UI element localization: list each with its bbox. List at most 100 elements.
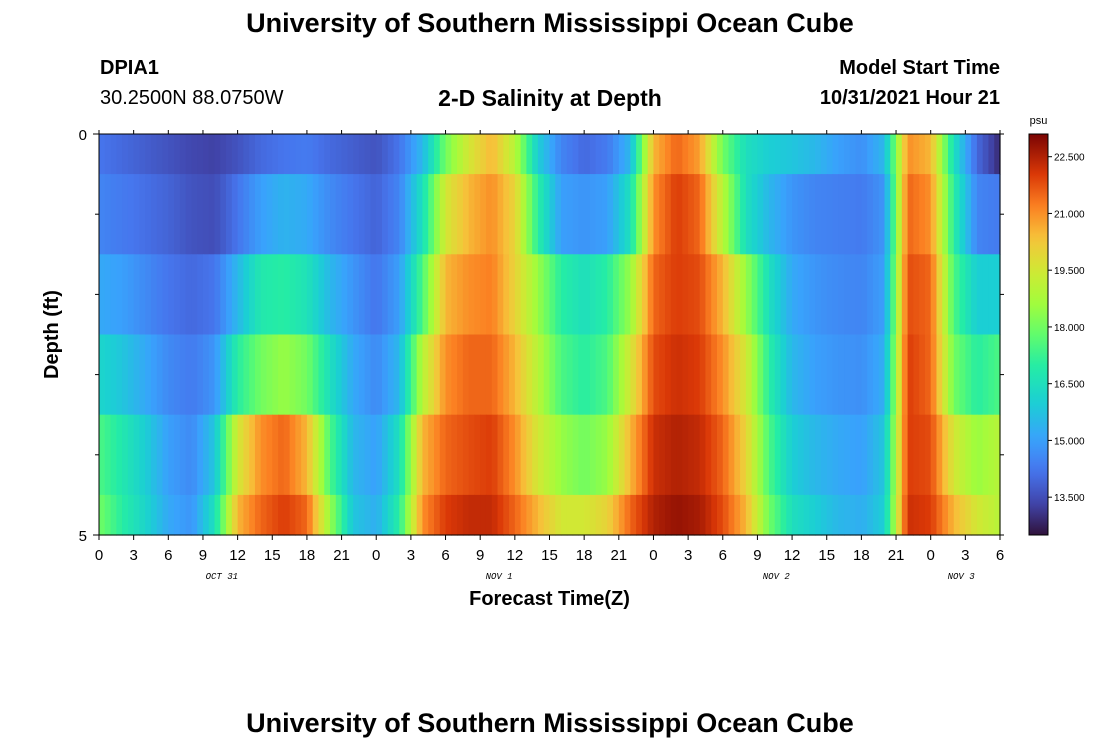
heatmap-cell <box>208 134 216 175</box>
heatmap-cell <box>127 174 135 255</box>
heatmap-cell <box>133 414 141 496</box>
heatmap-cell <box>457 174 464 255</box>
heatmap-cell <box>896 254 903 336</box>
heatmap-cell <box>792 254 799 336</box>
heatmap-cell <box>480 414 487 496</box>
heatmap-cell <box>919 494 926 536</box>
heatmap-cell <box>543 414 551 496</box>
heatmap-cell <box>318 414 325 496</box>
heatmap-cell <box>364 254 372 336</box>
heatmap-cell <box>410 494 418 536</box>
heatmap-cell <box>734 494 741 536</box>
heatmap-cell <box>659 414 666 496</box>
heatmap-cell <box>306 494 314 536</box>
heatmap-cell <box>318 254 325 336</box>
heatmap-cell <box>116 134 123 175</box>
heatmap-cell <box>335 254 343 336</box>
heatmap-cell <box>532 334 539 416</box>
heatmap-cell <box>959 134 966 175</box>
heatmap-cell <box>226 174 233 255</box>
heatmap-cell <box>751 134 759 175</box>
heatmap-cell <box>693 174 701 255</box>
heatmap-cell <box>514 174 522 255</box>
heatmap-cell <box>295 174 302 255</box>
heatmap-cell <box>283 134 291 175</box>
heatmap-cell <box>607 494 614 536</box>
heatmap-cell <box>445 174 452 255</box>
heatmap-cell <box>122 254 129 336</box>
heatmap-cell <box>399 254 406 336</box>
heatmap-cell <box>191 254 198 336</box>
station-id: DPIA1 <box>100 57 159 79</box>
heatmap-cell <box>855 134 862 175</box>
heatmap-cell <box>555 414 562 496</box>
heatmap-cell <box>289 334 296 416</box>
heatmap-cell <box>462 494 470 536</box>
heatmap-cell <box>838 134 845 175</box>
heatmap-cell <box>849 174 857 255</box>
heatmap-cell <box>526 334 533 416</box>
heatmap-cell <box>99 494 106 536</box>
heatmap-cell <box>832 254 839 336</box>
heatmap-cell <box>491 134 499 175</box>
heatmap-cell <box>347 134 354 175</box>
heatmap-cell <box>520 134 527 175</box>
heatmap-cell <box>976 254 984 336</box>
heatmap-cell <box>930 254 938 336</box>
heatmap-cell <box>647 174 655 255</box>
heatmap-cell <box>613 494 620 536</box>
heatmap-cell <box>503 174 510 255</box>
heatmap-cell <box>347 174 354 255</box>
heatmap-cell <box>988 414 995 496</box>
heatmap-cell <box>520 494 527 536</box>
heatmap-cell <box>353 134 360 175</box>
heatmap-cell <box>676 254 683 336</box>
heatmap-cell <box>584 174 591 255</box>
heatmap-cell <box>965 414 972 496</box>
heatmap-cell <box>330 174 337 255</box>
chart-subtitle: 2-D Salinity at Depth <box>438 85 662 111</box>
heatmap-cell <box>301 134 308 175</box>
heatmap-cell <box>127 334 135 416</box>
heatmap-cell <box>451 334 458 416</box>
heatmap-cell <box>399 134 406 175</box>
heatmap-cell <box>953 334 961 416</box>
heatmap-cell <box>358 414 366 496</box>
heatmap-cell <box>688 134 695 175</box>
heatmap-cell <box>913 334 920 416</box>
heatmap-cell <box>953 134 961 175</box>
heatmap-cell <box>994 414 1001 496</box>
heatmap-cell <box>197 414 204 496</box>
heatmap-cell <box>150 254 158 336</box>
heatmap-cell <box>295 134 302 175</box>
heatmap-cell <box>283 174 291 255</box>
heatmap-cell <box>786 334 793 416</box>
heatmap-cell <box>647 334 655 416</box>
heatmap-cell <box>156 334 164 416</box>
heatmap-cell <box>370 134 377 175</box>
heatmap-cell <box>208 254 216 336</box>
heatmap-cell <box>803 174 811 255</box>
heatmap-cell <box>907 334 914 416</box>
heatmap-cell <box>901 414 909 496</box>
heatmap-cell <box>416 334 424 416</box>
heatmap-cell <box>104 254 112 336</box>
heatmap-cell <box>994 174 1001 255</box>
heatmap-cell <box>942 414 949 496</box>
heatmap-cell <box>462 334 470 416</box>
heatmap-cell <box>584 254 591 336</box>
x-tick-label: 6 <box>719 547 727 564</box>
heatmap-cell <box>104 334 112 416</box>
x-tick-label: 6 <box>996 547 1004 564</box>
heatmap-cell <box>988 334 995 416</box>
heatmap-cell <box>641 174 649 255</box>
heatmap-cell <box>497 494 504 536</box>
heatmap-cell <box>445 334 452 416</box>
heatmap-cell <box>428 254 435 336</box>
heatmap-cell <box>971 334 978 416</box>
heatmap-cell <box>231 254 239 336</box>
heatmap-cell <box>485 254 493 336</box>
heatmap-cell <box>613 254 620 336</box>
heatmap-cell <box>919 174 926 255</box>
heatmap-cell <box>433 254 441 336</box>
